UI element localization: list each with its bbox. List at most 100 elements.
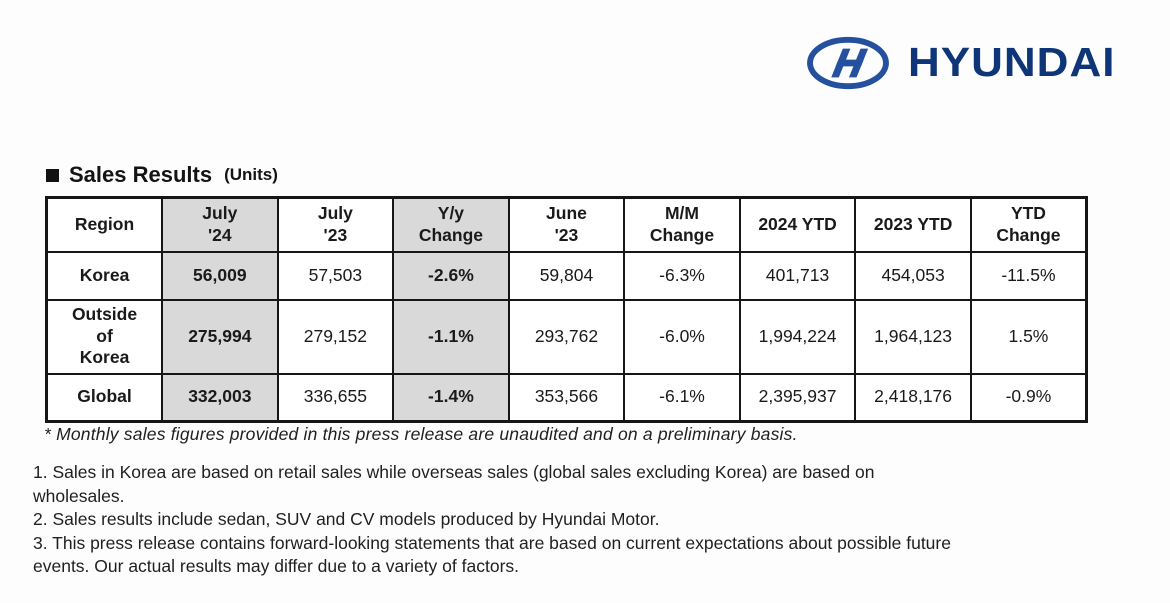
cell-value: 2,395,937	[758, 386, 837, 407]
col-header-label: 2024 YTD	[758, 213, 837, 234]
hyundai-oval-h-icon	[807, 36, 889, 90]
cell-korea-2024-ytd: 401,713	[738, 250, 857, 301]
header-row: Region July '24 July '23 Y/y Change June '23…	[45, 196, 1088, 253]
col-header-region: Region	[45, 196, 164, 253]
cell-value: 332,003	[188, 386, 252, 407]
cell-outside-mm-change: -6.0%	[623, 298, 741, 375]
col-header-label: M/M	[664, 202, 700, 223]
square-bullet-icon	[46, 168, 59, 182]
cell-value: 57,503	[308, 264, 363, 285]
cell-value: -0.9%	[1005, 386, 1052, 407]
cell-outside-july-24: 275,994	[161, 298, 279, 375]
cell-outside-yy-change: -1.1%	[392, 298, 510, 375]
cell-value: 59,804	[539, 264, 594, 285]
table-row-korea: Korea 56,009 57,503 -2.6% 59,804 -6.3% 4…	[45, 250, 1088, 301]
cell-global-2023-ytd: 2,418,176	[854, 372, 972, 423]
col-header-label: '24	[208, 224, 232, 245]
cell-value: 275,994	[188, 325, 252, 346]
col-header-yy-change: Y/y Change	[392, 196, 510, 253]
note-1: 1. Sales in Korea are based on retail sa…	[33, 461, 951, 508]
col-header-label: 2023 YTD	[873, 213, 953, 234]
col-header-label: YTD	[1010, 202, 1046, 223]
region-label: Korea	[79, 264, 130, 285]
col-header-label: Y/y	[437, 202, 465, 223]
cell-global-ytd-change: -0.9%	[969, 372, 1088, 423]
note-line: wholesales.	[33, 485, 125, 506]
cell-value: 1,964,123	[874, 325, 953, 346]
cell-korea-mm-change: -6.3%	[623, 250, 741, 301]
cell-value: 1.5%	[1008, 325, 1049, 346]
cell-global-july-23: 336,655	[276, 372, 395, 423]
cell-outside-june-23: 293,762	[507, 298, 626, 375]
col-header-label: June	[546, 202, 587, 223]
table-row-outside-of-korea: Outside of Korea 275,994 279,152 -1.1% 293…	[45, 298, 1088, 375]
table-row-global: Global 332,003 336,655 -1.4% 353,566 -6.…	[45, 372, 1088, 423]
section-heading: Sales Results (Units)	[46, 162, 278, 188]
cell-global-mm-change: -6.1%	[623, 372, 741, 423]
region-label: of	[96, 325, 113, 346]
region-label: Global	[77, 386, 132, 407]
cell-korea-2023-ytd: 454,053	[854, 250, 972, 301]
cell-outside-ytd-change: 1.5%	[969, 298, 1088, 375]
cell-global-june-23: 353,566	[507, 372, 626, 423]
cell-value: 353,566	[534, 386, 599, 407]
cell-value: -2.6%	[428, 264, 474, 285]
col-header-2023-ytd: 2023 YTD	[854, 196, 972, 253]
cell-region-outside-of-korea: Outside of Korea	[45, 298, 164, 375]
cell-region-global: Global	[45, 372, 164, 423]
cell-value: -6.3%	[659, 264, 705, 285]
cell-value: -6.1%	[659, 386, 705, 407]
col-header-june-23: June '23	[507, 196, 626, 253]
col-header-label: Change	[418, 224, 483, 245]
col-header-july-23: July '23	[276, 196, 395, 253]
cell-global-july-24: 332,003	[161, 372, 279, 423]
cell-value: 336,655	[303, 386, 367, 407]
col-header-label: '23	[554, 224, 579, 245]
cell-value: 2,418,176	[874, 386, 953, 407]
cell-value: -1.4%	[428, 386, 474, 407]
cell-global-yy-change: -1.4%	[392, 372, 510, 423]
note-3: 3. This press release contains forward-l…	[33, 532, 951, 579]
cell-korea-july-23: 57,503	[276, 250, 395, 301]
note-line: 1. Sales in Korea are based on retail sa…	[33, 462, 875, 482]
col-header-label: Change	[996, 224, 1061, 245]
col-header-ytd-change: YTD Change	[969, 196, 1088, 253]
cell-korea-yy-change: -2.6%	[392, 250, 510, 301]
hyundai-wordmark: HYUNDAI	[908, 40, 1116, 86]
region-label: Outside	[71, 303, 138, 324]
notes-section: 1. Sales in Korea are based on retail sa…	[33, 461, 951, 579]
col-header-label: '23	[323, 224, 348, 245]
cell-value: -11.5%	[1001, 264, 1056, 285]
cell-value: 1,994,224	[758, 325, 837, 346]
cell-korea-july-24: 56,009	[161, 250, 279, 301]
section-title: Sales Results	[69, 162, 213, 187]
cell-value: 454,053	[881, 264, 945, 285]
cell-value: 56,009	[193, 264, 247, 285]
col-header-label: July	[202, 202, 238, 223]
cell-outside-2023-ytd: 1,964,123	[854, 298, 972, 375]
cell-value: -6.0%	[659, 325, 705, 346]
cell-value: 279,152	[303, 325, 367, 346]
hyundai-logo: HYUNDAI	[804, 36, 1115, 90]
cell-value: -1.1%	[428, 325, 474, 346]
region-label: Korea	[79, 347, 130, 368]
col-header-label: Change	[649, 224, 715, 245]
section-units-label: (Units)	[224, 165, 278, 184]
col-header-mm-change: M/M Change	[623, 196, 741, 253]
table-footnote: * Monthly sales figures provided in this…	[44, 424, 798, 444]
cell-korea-ytd-change: -11.5%	[969, 250, 1088, 301]
cell-value: 401,713	[765, 264, 830, 285]
note-line: 3. This press release contains forward-l…	[33, 532, 951, 553]
note-line: events. Our actual results may differ du…	[33, 556, 520, 576]
cell-region-korea: Korea	[45, 250, 164, 301]
cell-global-2024-ytd: 2,395,937	[738, 372, 857, 423]
col-header-2024-ytd: 2024 YTD	[738, 196, 857, 253]
cell-korea-june-23: 59,804	[507, 250, 626, 301]
note-2: 2. Sales results include sedan, SUV and …	[33, 508, 951, 532]
sales-results-table: Region July '24 July '23 Y/y Change June '23…	[45, 196, 1088, 423]
cell-value: 293,762	[534, 325, 599, 346]
col-header-july-24: July '24	[161, 196, 279, 253]
col-header-label: Region	[74, 213, 135, 234]
cell-outside-2024-ytd: 1,994,224	[738, 298, 857, 375]
col-header-label: July	[317, 202, 353, 223]
